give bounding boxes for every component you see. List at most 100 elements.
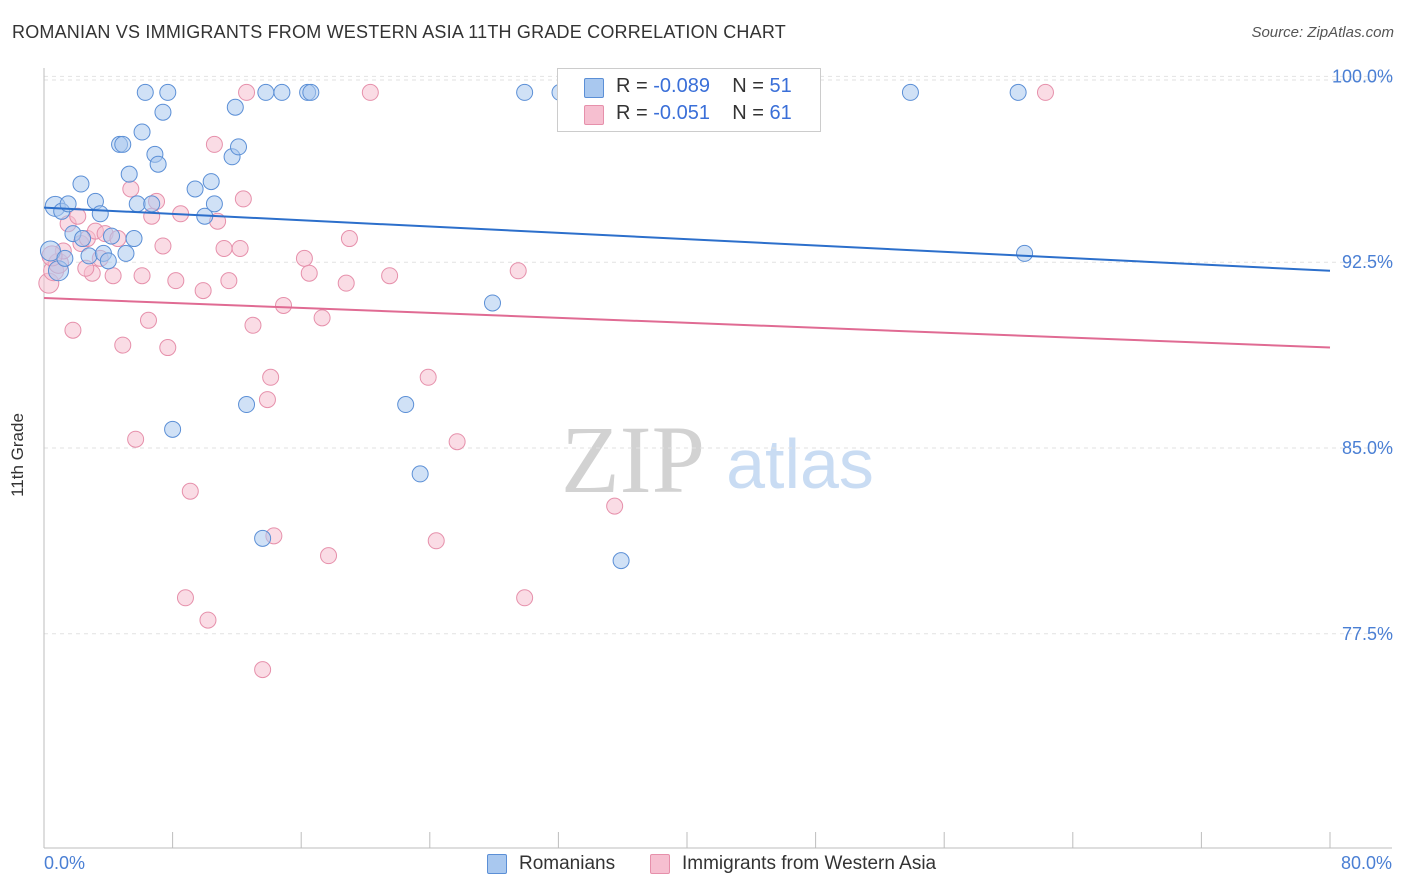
romanian-point bbox=[136, 83, 154, 101]
immigrant-point bbox=[127, 430, 145, 448]
legend-r-value: -0.051 bbox=[653, 102, 710, 124]
legend-n-value: 51 bbox=[769, 75, 792, 97]
axes bbox=[43, 68, 1392, 849]
romanian-point bbox=[133, 123, 151, 141]
romanian-point bbox=[302, 83, 320, 101]
data-points bbox=[38, 83, 1054, 679]
romanian-point bbox=[114, 135, 132, 153]
trend-lines bbox=[43, 206, 1331, 349]
immigrant-point bbox=[215, 239, 233, 257]
romanian-point bbox=[238, 396, 256, 414]
romanian-point bbox=[1016, 244, 1034, 262]
legend-swatch-romanians bbox=[584, 78, 604, 98]
immigrant-point bbox=[234, 190, 252, 208]
romanian-point bbox=[186, 180, 204, 198]
immigrant-point bbox=[114, 336, 132, 354]
romanian-point bbox=[80, 247, 98, 265]
legend-n-label: N = bbox=[732, 75, 764, 97]
romanian-point bbox=[516, 83, 534, 101]
romanian-point bbox=[397, 396, 415, 414]
romanian-point bbox=[254, 529, 272, 547]
source-label: Source: ZipAtlas.com bbox=[1251, 24, 1394, 41]
immigrant-point bbox=[194, 282, 212, 300]
gridlines bbox=[44, 75, 1392, 635]
immigrant-point bbox=[258, 391, 276, 409]
immigrant-point bbox=[64, 321, 82, 339]
romanian-point bbox=[72, 175, 90, 193]
romanian-point bbox=[56, 249, 74, 267]
immigrant-point bbox=[220, 272, 238, 290]
watermark-zip: ZIP bbox=[561, 406, 705, 513]
bottom-legend-swatch-immigrants bbox=[650, 854, 670, 874]
immigrant-point bbox=[181, 482, 199, 500]
immigrant-point bbox=[244, 316, 262, 334]
romanian-point bbox=[143, 195, 161, 213]
romanian-point bbox=[205, 195, 223, 213]
immigrant-point bbox=[419, 368, 437, 386]
legend-row-immigrants: R = -0.051 N = 61 bbox=[616, 102, 792, 125]
immigrant-point bbox=[606, 497, 624, 515]
romanian-point bbox=[103, 227, 121, 245]
romanian-point bbox=[273, 83, 291, 101]
legend-r-label: R = bbox=[616, 75, 648, 97]
romanian-point bbox=[257, 83, 275, 101]
immigrant-point bbox=[295, 249, 313, 267]
immigrant-point bbox=[154, 237, 172, 255]
immigrant-point bbox=[361, 83, 379, 101]
immigrant-point bbox=[381, 267, 399, 285]
romanian-point bbox=[411, 465, 429, 483]
y-tick-label: 77.5% bbox=[1342, 624, 1393, 644]
romanian-point bbox=[1009, 83, 1027, 101]
immigrant-point bbox=[262, 368, 280, 386]
y-tick-label: 85.0% bbox=[1342, 438, 1393, 458]
immigrant-point bbox=[238, 83, 256, 101]
immigrant-point bbox=[509, 262, 527, 280]
bottom-legend-swatch-romanians bbox=[487, 854, 507, 874]
romanian-point bbox=[91, 205, 109, 223]
y-tick-label: 100.0% bbox=[1332, 66, 1393, 86]
romanian-point bbox=[901, 83, 919, 101]
legend-r-label: R = bbox=[616, 102, 648, 124]
romanian-point bbox=[120, 165, 138, 183]
immigrant-point bbox=[448, 433, 466, 451]
romanian-point bbox=[125, 230, 143, 248]
immigrant-point bbox=[337, 274, 355, 292]
trend-line-romanians bbox=[43, 206, 1331, 272]
romanian-point bbox=[230, 138, 248, 156]
immigrant-point bbox=[122, 180, 140, 198]
romanian-point bbox=[483, 294, 501, 312]
chart-title: ROMANIAN VS IMMIGRANTS FROM WESTERN ASIA… bbox=[12, 22, 786, 42]
romanian-point bbox=[159, 83, 177, 101]
bottom-legend-immigrants: Immigrants from Western Asia bbox=[650, 853, 936, 875]
immigrant-point bbox=[313, 309, 331, 327]
immigrant-point bbox=[133, 267, 151, 285]
romanian-point bbox=[117, 244, 135, 262]
immigrant-point bbox=[275, 296, 293, 314]
romanian-point bbox=[39, 240, 61, 262]
tick-labels: 100.0% 92.5% 85.0% 77.5% 0.0% 80.0% bbox=[44, 66, 1393, 873]
legend-row-romanians: R = -0.089 N = 51 bbox=[616, 75, 792, 98]
immigrant-point bbox=[159, 339, 177, 357]
romanian-point bbox=[226, 98, 244, 116]
legend-n-label: N = bbox=[732, 102, 764, 124]
immigrant-point bbox=[340, 230, 358, 248]
bottom-legend-label: Romanians bbox=[519, 853, 616, 874]
bottom-legend-romanians: Romanians bbox=[487, 853, 615, 875]
immigrant-point bbox=[205, 135, 223, 153]
romanian-point bbox=[202, 173, 220, 191]
correlation-legend: R = -0.089 N = 51 R = -0.051 N = 61 bbox=[557, 68, 821, 132]
x-tick-label: 80.0% bbox=[1341, 853, 1392, 873]
legend-n-value: 61 bbox=[769, 102, 792, 124]
legend-r-value: -0.089 bbox=[653, 75, 710, 97]
romanian-point bbox=[154, 103, 172, 121]
immigrant-point bbox=[199, 611, 217, 629]
immigrant-point bbox=[254, 661, 272, 679]
immigrant-point bbox=[516, 589, 534, 607]
immigrant-point bbox=[167, 272, 185, 290]
x-tick-label: 0.0% bbox=[44, 853, 85, 873]
romanian-point bbox=[612, 552, 630, 570]
immigrant-point bbox=[300, 264, 318, 282]
immigrant-point bbox=[427, 532, 445, 550]
immigrant-point bbox=[320, 547, 338, 565]
bottom-legend-label: Immigrants from Western Asia bbox=[682, 853, 937, 874]
